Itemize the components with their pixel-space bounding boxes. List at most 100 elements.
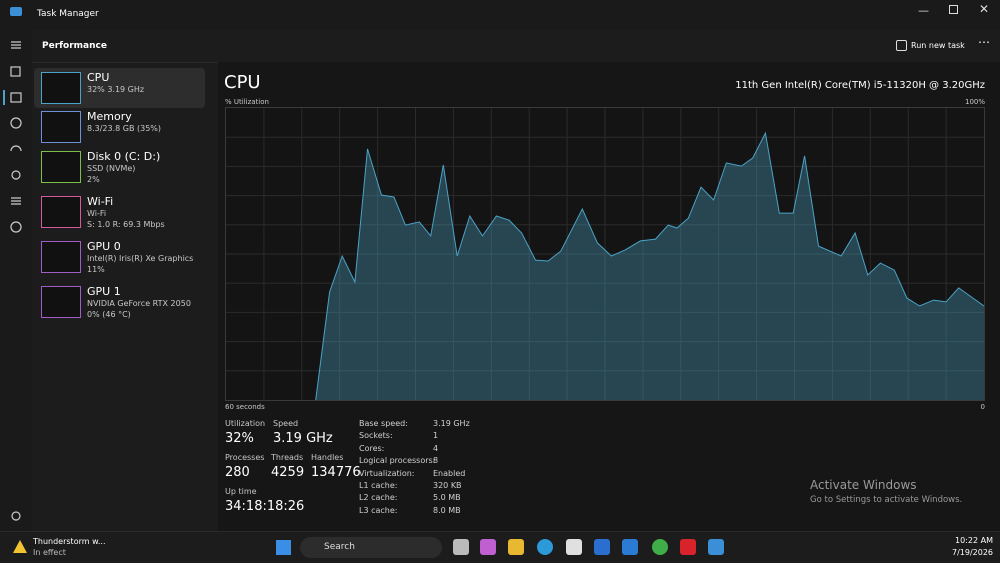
restore-button[interactable] bbox=[949, 5, 958, 14]
device-thumbnail bbox=[41, 151, 81, 183]
activation-title: Activate Windows bbox=[810, 478, 917, 492]
thumbnail-frame bbox=[41, 196, 81, 228]
weather-icon[interactable] bbox=[12, 539, 28, 554]
device-thumbnail bbox=[41, 72, 81, 104]
edge-icon[interactable] bbox=[537, 539, 553, 555]
explorer-icon[interactable] bbox=[508, 539, 524, 555]
stat-value: 280 bbox=[225, 465, 250, 480]
stat-label: Up time bbox=[225, 487, 257, 496]
thumbnail-frame bbox=[41, 286, 81, 318]
spec-value: 8 bbox=[433, 456, 439, 466]
weather-subtext: In effect bbox=[33, 548, 66, 557]
app-icon-green[interactable] bbox=[652, 539, 668, 555]
cpu-line bbox=[315, 131, 985, 401]
rail-icons bbox=[3, 41, 22, 521]
spec-value: 3.19 GHz bbox=[433, 419, 470, 428]
stat-value: 34:18:18:26 bbox=[225, 499, 305, 514]
clock-date: 7/19/2026 bbox=[952, 548, 994, 557]
thumbnail-frame bbox=[41, 111, 81, 143]
cpu-model: 11th Gen Intel(R) Core(TM) i5-11320H @ 3… bbox=[735, 80, 985, 91]
thumbnail-frame bbox=[41, 151, 81, 183]
cpu-area bbox=[315, 133, 984, 400]
device-detail: S: 1.0 R: 69.3 Mbps bbox=[87, 220, 165, 229]
device-item[interactable]: Wi-Fi Wi-Fi S: 1.0 R: 69.3 Mbps bbox=[34, 192, 205, 232]
device-detail: 8.3/23.8 GB (35%) bbox=[87, 124, 162, 133]
history-icon[interactable] bbox=[10, 117, 22, 129]
details-icon[interactable] bbox=[11, 197, 21, 205]
device-detail: NVIDIA GeForce RTX 2050 bbox=[87, 299, 191, 308]
device-name: CPU bbox=[87, 71, 110, 84]
selected-indicator bbox=[3, 90, 5, 105]
spec-value: Enabled bbox=[433, 468, 466, 478]
users-icon[interactable] bbox=[11, 170, 21, 180]
device-detail: Wi-Fi bbox=[87, 209, 107, 218]
processes-icon[interactable] bbox=[10, 66, 21, 77]
store-icon[interactable] bbox=[566, 539, 582, 555]
outlook-icon[interactable] bbox=[594, 539, 610, 555]
stat-label: Speed bbox=[273, 419, 299, 428]
menu-icon[interactable] bbox=[11, 41, 21, 49]
task-view-icon[interactable] bbox=[453, 539, 469, 555]
device-item[interactable]: CPU 32% 3.19 GHz bbox=[34, 68, 205, 108]
stat-value: 134776 bbox=[311, 465, 361, 480]
device-name: Memory bbox=[87, 110, 132, 123]
device-name: GPU 1 bbox=[87, 285, 121, 298]
device-item[interactable]: GPU 1 NVIDIA GeForce RTX 2050 0% (46 °C) bbox=[34, 282, 205, 322]
minimize-button[interactable]: — bbox=[918, 4, 929, 17]
spec-label: L1 cache: bbox=[359, 481, 398, 490]
nav-rail bbox=[0, 30, 32, 531]
app-icon-red[interactable] bbox=[680, 539, 696, 555]
spec-label: Base speed: bbox=[359, 419, 408, 428]
window-title: Task Manager bbox=[37, 9, 99, 19]
device-detail: 2% bbox=[87, 175, 100, 184]
thumbnail-frame bbox=[41, 72, 81, 104]
run-new-task-button[interactable]: Run new task bbox=[911, 41, 965, 50]
search-placeholder: Search bbox=[324, 542, 355, 552]
device-thumbnail bbox=[41, 196, 81, 228]
y-axis-label: % Utilization bbox=[225, 98, 269, 106]
device-thumbnail bbox=[41, 241, 81, 273]
x-right-label: 0 bbox=[980, 403, 985, 411]
device-item[interactable]: Disk 0 (C: D:) SSD (NVMe) 2% bbox=[34, 147, 205, 187]
device-name: Disk 0 (C: D:) bbox=[87, 150, 161, 163]
cpu-graph bbox=[225, 107, 985, 401]
weather-text[interactable]: Thunderstorm w... bbox=[33, 537, 106, 546]
device-detail: 0% (46 °C) bbox=[87, 310, 131, 319]
spec-label: Logical processors: bbox=[359, 456, 436, 466]
activation-subtitle: Go to Settings to activate Windows. bbox=[810, 495, 963, 505]
vscode-icon[interactable] bbox=[622, 539, 638, 555]
device-item[interactable]: GPU 0 Intel(R) Iris(R) Xe Graphics 11% bbox=[34, 237, 205, 277]
settings-icon[interactable] bbox=[11, 511, 21, 521]
cpu-title: CPU bbox=[224, 72, 261, 93]
performance-icon[interactable] bbox=[10, 92, 22, 103]
startup-icon[interactable] bbox=[10, 145, 22, 152]
stat-label: Handles bbox=[311, 453, 344, 462]
spec-label: Sockets: bbox=[359, 431, 393, 441]
device-detail: 11% bbox=[87, 265, 105, 274]
device-thumbnail bbox=[41, 111, 81, 143]
stat-label: Threads bbox=[271, 453, 304, 462]
spec-label: Cores: bbox=[359, 443, 385, 453]
search-box[interactable]: Search bbox=[300, 537, 442, 558]
spec-value: 320 KB bbox=[433, 481, 462, 490]
spec-value: 8.0 MB bbox=[433, 505, 461, 515]
title-bar: Task Manager — ✕ bbox=[0, 0, 1000, 30]
spec-value: 5.0 MB bbox=[433, 493, 461, 503]
start-button[interactable] bbox=[276, 540, 291, 555]
clock-time: 10:22 AM bbox=[955, 536, 993, 545]
thumbnail-frame bbox=[41, 241, 81, 273]
more-button[interactable]: ⋯ bbox=[978, 35, 990, 49]
stat-value: 3.19 GHz bbox=[273, 431, 333, 446]
header: Performance Run new task ⋯ bbox=[32, 30, 1000, 63]
device-detail: 32% 3.19 GHz bbox=[87, 85, 145, 94]
spec-label: L3 cache: bbox=[359, 505, 398, 515]
device-item[interactable]: Memory 8.3/23.8 GB (35%) bbox=[34, 107, 205, 147]
task-manager-taskbar-icon[interactable] bbox=[708, 539, 724, 555]
copilot-icon[interactable] bbox=[480, 539, 496, 555]
taskbar: Thunderstorm w... In effect Search 10:22… bbox=[0, 531, 1000, 563]
close-button[interactable]: ✕ bbox=[979, 2, 990, 16]
run-task-icon[interactable] bbox=[896, 40, 907, 51]
spec-value: 4 bbox=[433, 443, 439, 453]
services-icon[interactable] bbox=[10, 221, 22, 233]
stat-label: Utilization bbox=[225, 419, 266, 428]
